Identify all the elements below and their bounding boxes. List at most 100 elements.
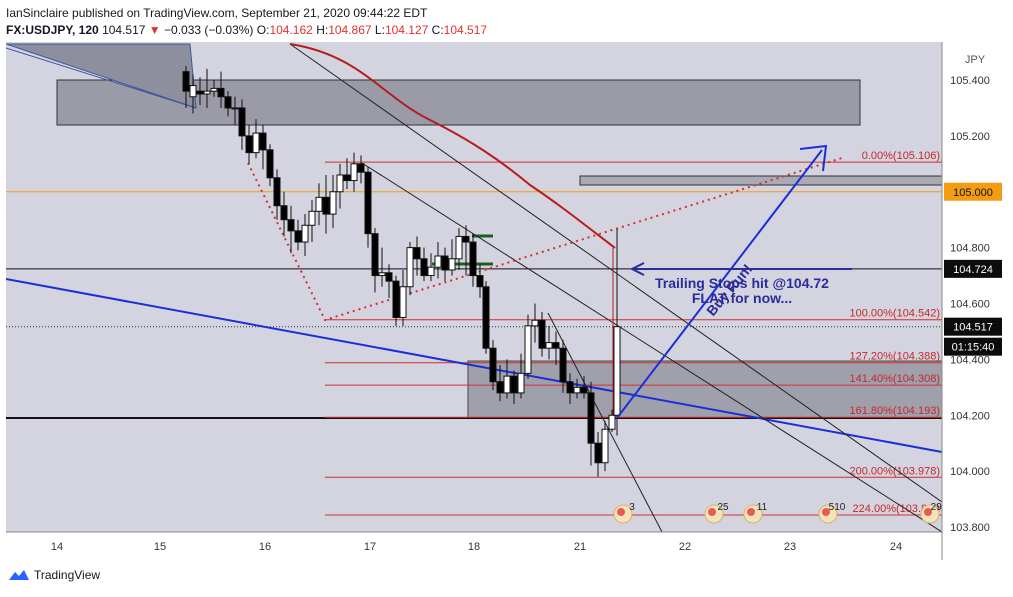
event-badge[interactable]: 510 [818, 502, 846, 524]
price-label-box: 01:15:40 [944, 337, 1002, 356]
trailing-stop-arrowhead [629, 262, 645, 276]
low-label: L: [374, 23, 385, 37]
fib-label: 224.00%(103.8...) [853, 503, 940, 515]
candle-body [350, 163, 358, 182]
bearish-candle [217, 71, 225, 108]
bullish-candle [252, 119, 260, 159]
candle-body [224, 96, 232, 109]
candle-body [587, 392, 595, 444]
bullish-candle [189, 74, 197, 114]
candle-body [448, 258, 456, 271]
low-value: 104.127 [384, 23, 429, 37]
price-label-background [944, 182, 1002, 201]
price-label-text: 104.724 [953, 264, 993, 276]
bearish-candle [580, 376, 588, 399]
tradingview-brand: TradingView [34, 568, 101, 582]
candle-body [613, 326, 621, 416]
bearish-candle [266, 144, 274, 187]
price-label-background [944, 259, 1002, 278]
bearish-candle [371, 228, 379, 293]
candle-body [259, 132, 267, 151]
candle-body [315, 196, 323, 212]
moving-average-line [289, 43, 616, 249]
high-label: H: [316, 23, 329, 37]
candle-body [385, 272, 393, 282]
candle-body [496, 381, 504, 394]
us-flag-icon [822, 508, 830, 516]
candle-body [489, 347, 497, 383]
fib-label: 141.40%(104.308) [849, 373, 940, 385]
event-badge[interactable]: 3 [613, 502, 635, 524]
bullish-candle [545, 325, 553, 360]
time-tick: 18 [468, 541, 480, 553]
price-change: −0.033 (−0.03%) [164, 23, 254, 37]
candle-body [559, 347, 567, 383]
candle-body [545, 342, 553, 349]
price-tick: 104.400 [950, 354, 990, 366]
bullish-candle [517, 353, 525, 399]
last-price: 104.517 [102, 23, 146, 37]
price-tick: 104.600 [950, 299, 990, 311]
candle-body [287, 219, 295, 232]
bearish-candle [364, 166, 372, 248]
bullish-candle [399, 269, 407, 326]
bearish-candle [469, 233, 477, 287]
event-badge[interactable]: 11 [743, 502, 768, 524]
time-tick: 23 [784, 541, 796, 553]
bullish-candle [329, 174, 337, 229]
bearish-candle [559, 339, 567, 393]
price-label-box: 104.724 [944, 259, 1002, 278]
bullish-candle [350, 152, 358, 192]
blue-trendline [6, 278, 942, 453]
open-value: 104.162 [269, 23, 313, 37]
high-value: 104.867 [328, 23, 372, 37]
candle-body [231, 107, 239, 110]
candle-body [538, 319, 546, 349]
bullish-candle [613, 228, 621, 436]
price-axis[interactable]: 105.400 105.200 104.800 104.600 104.400 104.2… [944, 75, 1002, 534]
bullish-candle [448, 239, 456, 276]
event-badge[interactable]: 294 [920, 502, 948, 524]
bearish-candle [322, 174, 330, 234]
fib-label: 127.20%(104.388) [849, 351, 940, 363]
bearish-candle [496, 364, 504, 402]
us-flag-icon [747, 508, 755, 516]
event-badge[interactable]: 25 [704, 502, 729, 524]
candle-body [503, 375, 511, 394]
buy-run-arrowhead [799, 144, 828, 172]
bullish-candle [315, 183, 323, 226]
price-tick: 105.200 [950, 131, 990, 143]
candle-body [441, 255, 449, 271]
candle-body [189, 85, 197, 98]
price-label-text: 105.000 [953, 187, 993, 199]
bearish-candle [245, 124, 253, 164]
time-axis[interactable]: 14 15 16 17 18 21 22 23 24 [51, 541, 902, 553]
tradingview-footer: TradingView [8, 568, 100, 582]
descending-channel-lower [361, 162, 942, 532]
fib-label: 161.80%(104.193) [849, 405, 940, 417]
time-tick: 22 [679, 541, 691, 553]
candle-body [552, 342, 560, 349]
price-tick: 104.000 [950, 466, 990, 478]
candle-body [329, 191, 337, 215]
publisher-line: IanSinclaire published on TradingView.co… [6, 6, 428, 20]
candle-body [524, 325, 532, 374]
candle-body [427, 266, 435, 277]
fib-label: 200.00%(103.978) [849, 465, 940, 477]
price-label-text: 01:15:40 [952, 342, 995, 354]
candle-body [301, 224, 309, 243]
price-label-box: 105.000 [944, 182, 1002, 201]
bearish-candle [462, 225, 470, 276]
candle-body [517, 372, 525, 394]
bearish-candle [224, 91, 232, 117]
candle-body [196, 90, 204, 95]
bearish-candle [482, 281, 490, 354]
bearish-candle [538, 311, 546, 357]
close-label: C: [431, 23, 444, 37]
price-tick: 104.800 [950, 243, 990, 255]
bullish-candle [378, 247, 386, 287]
resistance-band [579, 175, 942, 186]
candle-body [266, 149, 274, 179]
candle-body [573, 386, 581, 394]
